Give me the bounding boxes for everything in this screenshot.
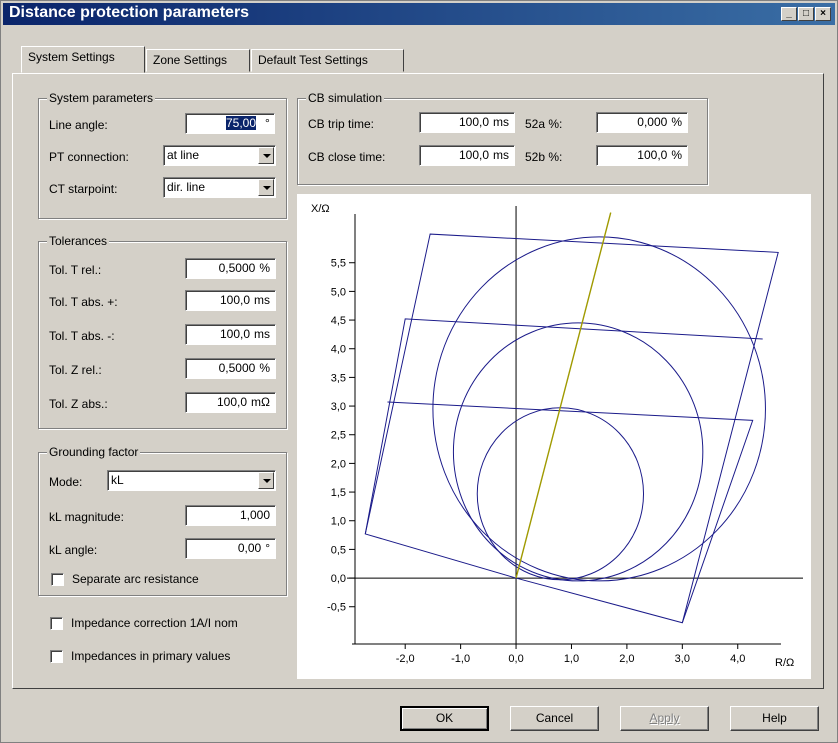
group-title: Tolerances [47,234,110,248]
window-title: Distance protection parameters [9,4,250,21]
y-tick-label: 4,5 [331,315,346,327]
y-tick-label: 4,0 [331,344,346,356]
impedances-primary-checkbox[interactable]: Impedances in primary values [50,648,230,664]
y-tick-label: -0,5 [327,602,346,614]
y-tick-label: 2,0 [331,458,346,470]
y-tick-label: 3,0 [331,401,346,413]
y-tick-label: 1,0 [331,516,346,528]
mode-label: Mode: [49,475,83,489]
zone-polygon [364,233,779,623]
kl-magnitude-field[interactable]: 1,000 [185,505,276,526]
tol-t-rel-label: Tol. T rel.: [49,263,102,277]
checkbox-box[interactable] [50,649,63,663]
separate-arc-resistance-checkbox[interactable]: Separate arc resistance [51,571,199,587]
y-tick-label: 0,5 [331,544,346,556]
cb-trip-time-field[interactable]: 100,0 ms [419,112,515,133]
apply-button[interactable]: Apply [620,706,709,731]
kl-angle-label: kL angle: [49,543,98,557]
cb-close-time-label: CB close time: [308,150,386,164]
zone-circle [432,236,766,582]
minimize-icon[interactable]: _ [781,7,797,21]
chevron-down-icon[interactable] [258,472,274,489]
x-tick-label: 0,0 [508,653,523,665]
ok-button[interactable]: OK [400,706,489,731]
close-icon[interactable]: × [815,7,831,21]
y-tick-label: 2,5 [331,430,346,442]
line-angle-field[interactable]: 75,00 [185,113,275,134]
tab-default-test-settings[interactable]: Default Test Settings [251,49,404,72]
tab-system-settings[interactable]: System Settings [21,46,145,73]
y-tick-label: 5,0 [331,286,346,298]
tol-t-rel-field[interactable]: 0,5000% [185,258,276,279]
52b-label: 52b %: [525,150,563,164]
tol-t-abs-plus-label: Tol. T abs. +: [49,295,118,309]
checkbox-box[interactable] [50,616,63,630]
tol-z-abs-label: Tol. Z abs.: [49,397,108,411]
impedance-plot: -2,0 -1,0 0,0 1,0 2,0 3,0 4,0 -0,5 0,0 0,5 1,0 1,5 2… [297,194,811,679]
zone-circle [452,322,704,582]
pt-connection-label: PT connection: [49,150,129,164]
impedance-correction-checkbox[interactable]: Impedance correction 1A/I nom [50,615,238,631]
y-axis-label: X/Ω [311,203,330,215]
x-axis-label: R/Ω [775,657,794,669]
kl-angle-field[interactable]: 0,00 ° [185,538,276,559]
x-tick-label: 1,0 [564,653,579,665]
chevron-down-icon[interactable] [258,147,274,164]
cb-simulation-group: CB simulation CB trip time: 100,0 ms 52a … [297,91,708,185]
line-angle-line [515,212,612,579]
tolerances-group: Tolerances Tol. T rel.: 0,5000% Tol. T a… [38,234,287,429]
tol-t-abs-minus-label: Tol. T abs. -: [49,329,115,343]
y-tick-label: 0,0 [331,573,346,585]
tol-z-rel-label: Tol. Z rel.: [49,363,102,377]
y-tick-label: 3,5 [331,372,346,384]
group-title: CB simulation [306,91,385,105]
title-bar[interactable]: Distance protection parameters _ □ × [3,3,835,25]
maximize-icon[interactable]: □ [798,7,814,21]
cb-trip-time-label: CB trip time: [308,117,375,131]
grounding-factor-group: Grounding factor Mode: kL kL magnitude: … [38,445,287,596]
tol-z-abs-field[interactable]: 100,0 mΩ [185,392,276,413]
help-button[interactable]: Help [730,706,819,731]
impedance-chart: -2,0 -1,0 0,0 1,0 2,0 3,0 4,0 -0,5 0,0 0,5 1,0 1,5 2… [311,203,803,669]
pt-connection-select[interactable]: at line [163,145,276,166]
zone-polygon [364,318,763,579]
ct-starpoint-select[interactable]: dir. line [163,177,276,198]
system-parameters-group: System parameters Line angle: 75,00 ° PT… [38,91,287,219]
kl-magnitude-label: kL magnitude: [49,510,124,524]
52b-field[interactable]: 100,0% [596,145,688,166]
x-tick-label: 3,0 [675,653,690,665]
tol-z-rel-field[interactable]: 0,5000% [185,358,276,379]
zone-polygon [387,401,754,624]
tol-t-abs-minus-field[interactable]: 100,0 ms [185,324,276,345]
cb-close-time-field[interactable]: 100,0 ms [419,145,515,166]
group-title: Grounding factor [47,445,141,459]
x-tick-label: 4,0 [730,653,745,665]
grounding-mode-select[interactable]: kL [107,470,276,491]
chevron-down-icon[interactable] [258,179,274,196]
line-angle-label: Line angle: [49,118,108,132]
cancel-button[interactable]: Cancel [510,706,599,731]
52a-field[interactable]: 0,000% [596,112,688,133]
ct-starpoint-label: CT starpoint: [49,182,118,196]
x-tick-label: 2,0 [619,653,634,665]
y-tick-label: 1,5 [331,487,346,499]
tol-t-abs-plus-field[interactable]: 100,0 ms [185,290,276,311]
checkbox-box[interactable] [51,572,64,586]
x-tick-label: -2,0 [396,653,415,665]
tab-zone-settings[interactable]: Zone Settings [146,49,250,72]
tab-panel [12,73,824,689]
x-tick-label: -1,0 [451,653,470,665]
group-title: System parameters [47,91,156,105]
y-tick-label: 5,5 [331,258,346,270]
degree-unit: ° [265,116,270,130]
52a-label: 52a %: [525,117,563,131]
